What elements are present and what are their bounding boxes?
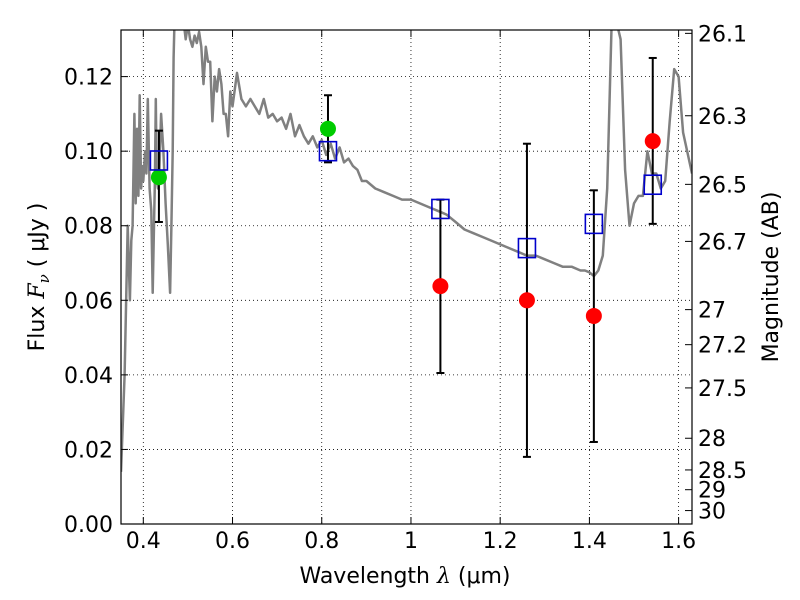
y-tick-label: 0.08: [64, 215, 113, 240]
y-axis-title: Flux Fν ( μJy ): [25, 203, 53, 352]
observed-point: [319, 120, 336, 137]
axes-ticks-layer: 0.4 0.6 0.8 1 1.2 1.4 1.6 0.00 0.02 0.04 0.06 0.08 0…: [64, 22, 747, 554]
y2-tick-label: 26.5: [698, 173, 747, 198]
sed-model-layer: [121, 30, 692, 472]
x-tick-label: 1: [404, 529, 418, 554]
y-tick-label: 0.04: [64, 364, 113, 389]
y2-tick-label: 30: [698, 500, 726, 525]
observed-point: [432, 278, 449, 295]
x-tick-label: 1.2: [483, 529, 518, 554]
y-tick-label: 0.10: [64, 140, 113, 165]
observed-point: [644, 133, 661, 150]
observed-point: [150, 169, 167, 186]
x-tick-label: 1.4: [572, 529, 607, 554]
y2-tick-label: 26.7: [698, 230, 747, 255]
model-flux-square: [643, 174, 663, 196]
model-squares-layer: [149, 140, 663, 259]
y2-tick-label: 27.5: [698, 377, 747, 402]
plot-frame: [120, 29, 693, 525]
model-flux-square: [517, 237, 537, 259]
y2-tick-label: 26.1: [698, 22, 747, 47]
x-tick-label: 0.6: [215, 529, 250, 554]
y2-tick-label: 27.2: [698, 334, 747, 359]
observed-point: [585, 307, 602, 324]
y2-tick-label: 27: [698, 299, 726, 324]
grid-lines: [121, 30, 692, 525]
y2-tick-label: 28.5: [698, 459, 747, 484]
x-axis-title: Wavelength λ (μm): [299, 564, 510, 589]
y2-tick-label: 28: [698, 427, 726, 452]
x-tick-label: 0.4: [126, 529, 161, 554]
model-flux-square: [149, 150, 169, 171]
model-flux-square: [431, 198, 450, 220]
y-tick-label: 0.02: [64, 438, 113, 463]
y-tick-label: 0.00: [64, 513, 113, 538]
sed-model-line: [121, 30, 692, 472]
y2-tick-label: 29: [698, 479, 726, 504]
x-tick-label: 1.6: [661, 529, 696, 554]
model-flux-square: [318, 140, 338, 162]
y2-tick-label: 26.3: [698, 105, 747, 130]
y2-axis-title: Magnitude (AB): [759, 192, 784, 363]
observed-points-layer: [150, 120, 661, 324]
y-tick-label: 0.12: [64, 66, 113, 91]
model-flux-square: [584, 213, 604, 235]
y-tick-label: 0.06: [64, 289, 113, 314]
x-tick-label: 0.8: [304, 529, 339, 554]
observed-point: [518, 292, 535, 309]
